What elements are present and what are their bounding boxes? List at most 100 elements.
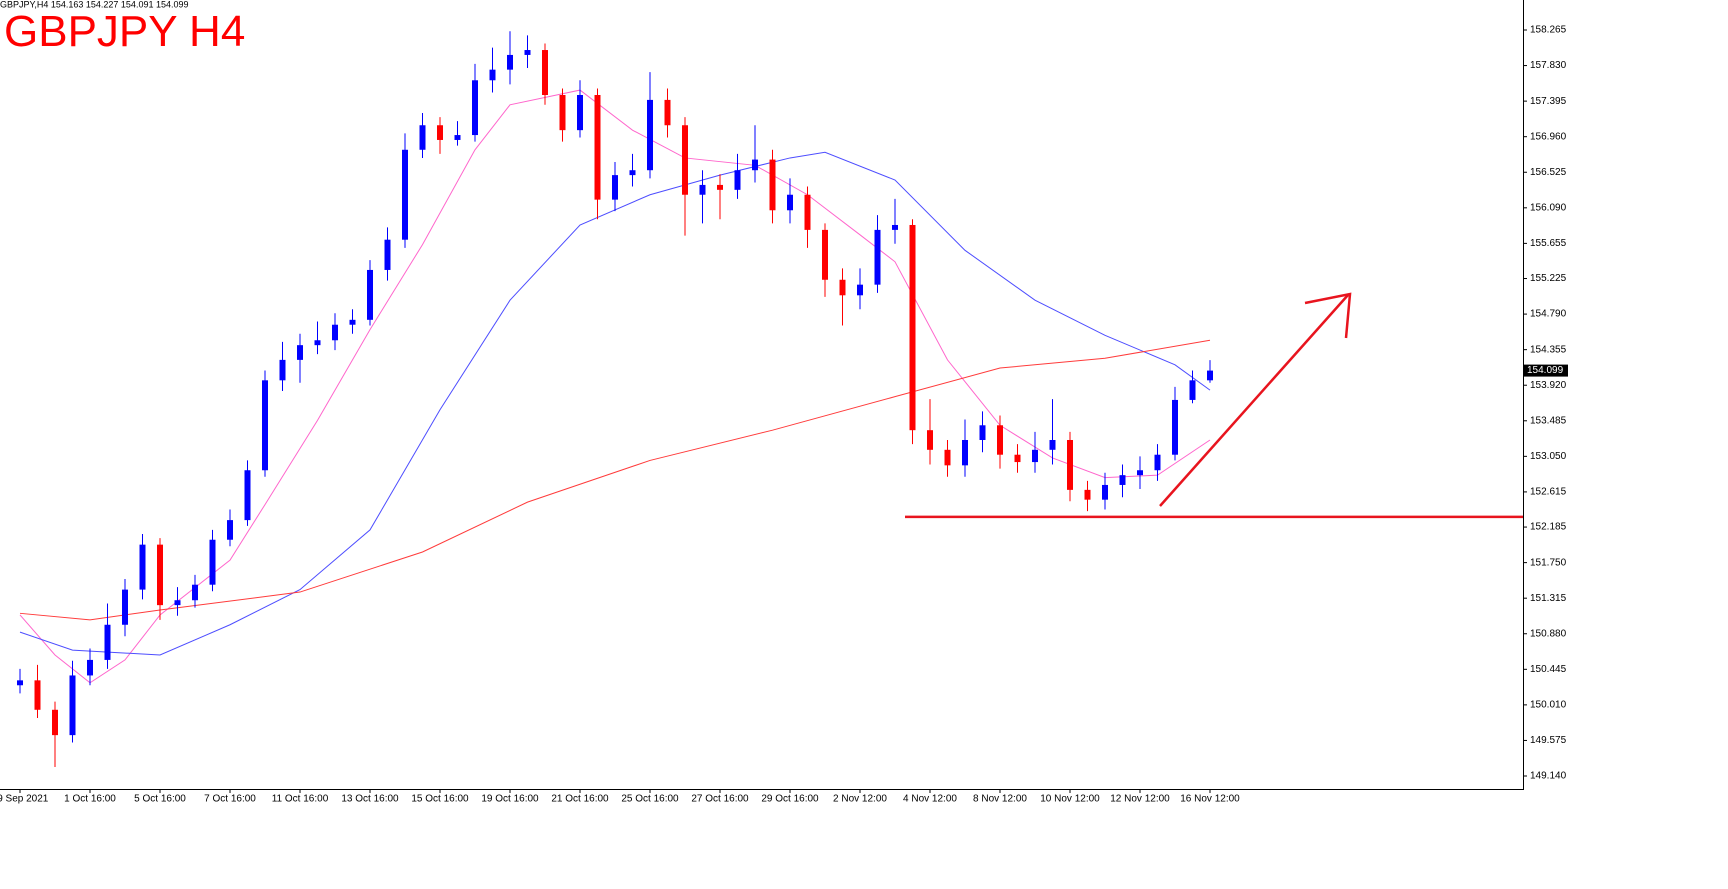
candle-body (314, 340, 321, 346)
candle-body (804, 194, 811, 230)
y-tick-label: 151.750 (1530, 557, 1567, 568)
current-price-box (1524, 364, 1568, 377)
y-tick-label: 152.615 (1530, 487, 1567, 498)
candle-body (244, 470, 251, 521)
x-tick-label: 16 Nov 12:00 (1180, 794, 1240, 805)
candle-body (892, 224, 898, 230)
candle-body (787, 194, 793, 211)
candle-body (332, 324, 338, 341)
y-tick-label: 150.445 (1530, 664, 1567, 675)
candle-body (489, 69, 496, 81)
x-tick-label: 8 Nov 12:00 (973, 794, 1027, 805)
y-tick-label: 155.225 (1530, 273, 1567, 284)
candle-body (682, 125, 688, 195)
y-tick-label: 149.140 (1530, 771, 1567, 782)
candle-body (52, 709, 58, 736)
candle-body (577, 94, 583, 131)
candle-body (104, 624, 111, 660)
candle-body (559, 94, 566, 131)
x-tick-label: 2 Nov 12:00 (833, 794, 887, 805)
candle-body (1032, 449, 1038, 463)
candle-body (402, 149, 408, 240)
y-tick-label: 156.525 (1530, 167, 1567, 178)
candle-body (1049, 439, 1056, 450)
candle-body (279, 359, 286, 381)
candle-body (752, 159, 758, 171)
candle-body (472, 80, 478, 136)
candle-body (349, 319, 356, 325)
y-tick-label: 150.880 (1530, 628, 1567, 639)
candle-body (174, 600, 181, 606)
candle-body (1189, 380, 1196, 400)
plot-area (17, 31, 1523, 768)
candle-body (1172, 399, 1178, 455)
y-tick-label: 151.315 (1530, 593, 1567, 604)
candle-body (87, 659, 93, 676)
candle-body (1154, 454, 1161, 471)
y-tick-label: 152.185 (1530, 522, 1567, 533)
candle-body (1207, 370, 1213, 381)
candle-body (209, 539, 216, 585)
y-tick-label: 153.920 (1530, 380, 1567, 391)
candle-body (384, 239, 391, 270)
candle-body (874, 229, 881, 285)
x-tick-label: 25 Oct 16:00 (621, 794, 679, 805)
candle-body (1119, 475, 1126, 485)
candle-body (1137, 470, 1143, 476)
arrow (1159, 292, 1352, 507)
candle-body (979, 425, 986, 440)
candle-body (839, 279, 846, 296)
y-tick-label: 150.010 (1530, 700, 1567, 711)
candle-body (927, 430, 933, 450)
y-tick-label: 156.960 (1530, 131, 1567, 142)
candle-body (139, 544, 146, 590)
candle-body (262, 380, 268, 471)
candle-body (192, 584, 198, 601)
candle-body (944, 449, 951, 466)
candle-body (734, 170, 741, 190)
axes: 158.265 157.830 157.395 156.960 156.525 156.0… (0, 25, 1568, 805)
current-price-label: 154.099 (1527, 365, 1564, 376)
candle-body (1102, 484, 1108, 500)
x-tick-label: 5 Oct 16:00 (134, 794, 186, 805)
candle-body (717, 184, 723, 190)
candle-body (822, 229, 828, 280)
candle-body (612, 175, 618, 200)
candle-body (1067, 439, 1073, 490)
candle-body (997, 425, 1003, 455)
candle-body (962, 439, 968, 466)
candle-body (437, 125, 443, 140)
x-tick-label: 1 Oct 16:00 (64, 794, 116, 805)
candle-body (769, 159, 776, 211)
x-tick-label: 12 Nov 12:00 (1110, 794, 1170, 805)
x-tick-label: 19 Oct 16:00 (481, 794, 539, 805)
arrow-shaft (1159, 294, 1349, 507)
y-tick-label: 154.355 (1530, 344, 1567, 355)
candle-body (157, 544, 163, 606)
x-tick-label: 21 Oct 16:00 (551, 794, 609, 805)
candle-body (664, 99, 671, 126)
candle-body (699, 184, 706, 195)
candle-body (69, 675, 76, 736)
candle-body (1084, 489, 1091, 500)
candle-body (454, 135, 461, 140)
candle-body (629, 170, 636, 176)
y-tick-label: 153.485 (1530, 415, 1567, 426)
y-tick-label: 154.790 (1530, 309, 1567, 320)
x-tick-label: 4 Nov 12:00 (903, 794, 957, 805)
x-tick-label: 27 Oct 16:00 (691, 794, 749, 805)
y-tick-label: 153.050 (1530, 451, 1567, 462)
candle-body (857, 284, 863, 296)
candle-body (122, 589, 128, 625)
candle-body (507, 54, 513, 70)
candle-body (647, 99, 653, 171)
candle-body (594, 94, 601, 200)
y-tick-label: 149.575 (1530, 735, 1567, 746)
y-tick-label: 157.395 (1530, 96, 1567, 107)
x-tick-label: 11 Oct 16:00 (272, 794, 329, 805)
chart-title: GBPJPY H4 (4, 7, 245, 56)
x-tick-label: 15 Oct 16:00 (411, 794, 469, 805)
